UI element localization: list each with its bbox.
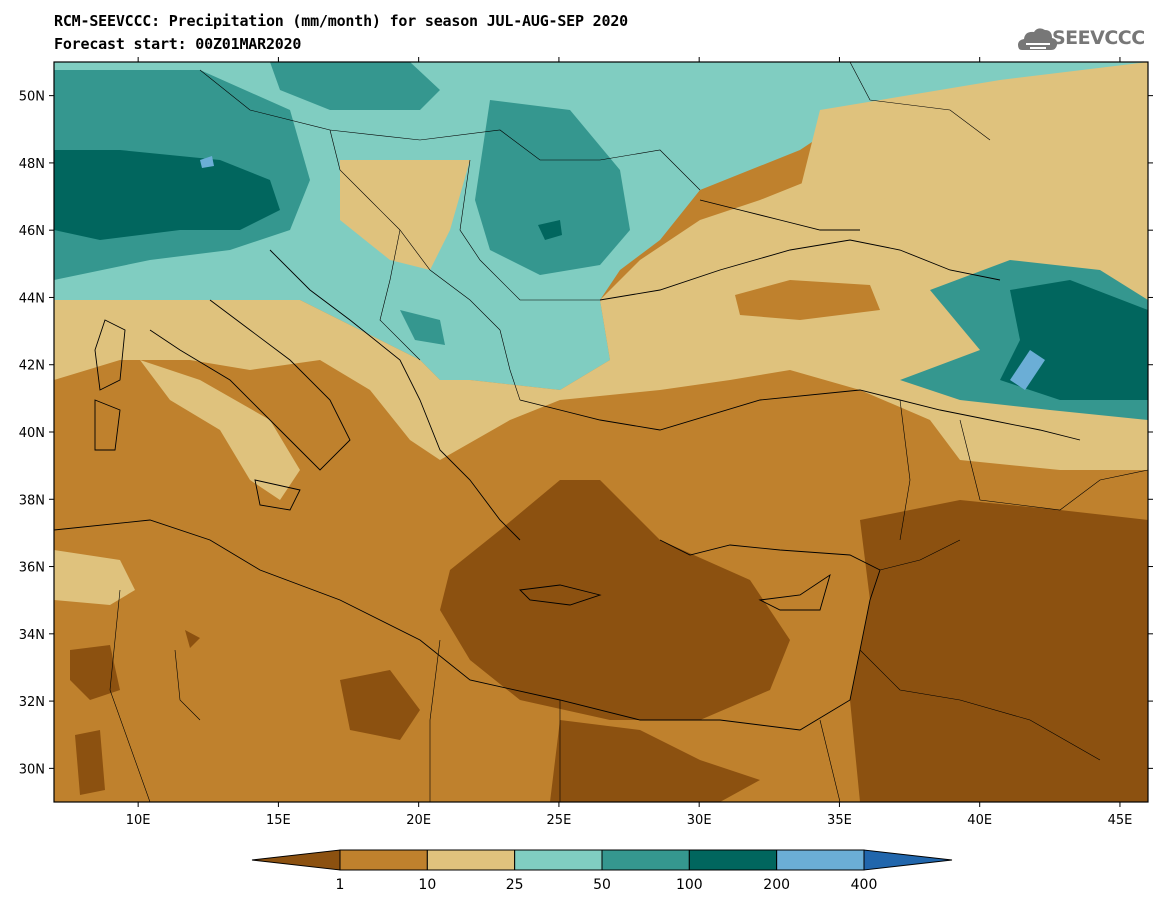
colorbar-swatch — [601, 849, 690, 871]
precip-zone-10-25 — [54, 120, 1148, 470]
lat-label: 32N — [19, 695, 45, 710]
country-borders — [109, 62, 1148, 802]
colorbar-swatch — [688, 849, 778, 871]
lon-label: 45E — [1108, 813, 1133, 828]
colorbar-label: 50 — [593, 877, 611, 893]
lat-label: 44N — [19, 291, 45, 306]
colorbar-label: 10 — [418, 877, 436, 893]
colorbar-label: 200 — [763, 877, 790, 893]
lat-label: 48N — [19, 157, 45, 172]
lat-label: 50N — [19, 90, 45, 105]
longitude-axis: 10E 15E 20E 25E 30E 35E 40E 45E — [126, 57, 1133, 828]
colorbar-swatch — [514, 849, 603, 871]
colorbar-max-arrow — [863, 849, 953, 871]
precip-zone-100-200 — [54, 150, 280, 240]
colorbar-label: 25 — [506, 877, 524, 893]
lat-label: 36N — [19, 561, 45, 576]
colorbar-label: 400 — [851, 877, 878, 893]
precipitation-field — [54, 62, 1148, 802]
colorbar-swatch — [426, 849, 516, 871]
lon-label: 30E — [687, 813, 712, 828]
latitude-axis: 50N 48N 46N 44N 42N 40N 38N 36N 34N 32N 30N — [19, 90, 1153, 777]
lat-label: 34N — [19, 628, 45, 643]
colorbar-label: 100 — [676, 877, 703, 893]
lat-label: 40N — [19, 426, 45, 441]
colorbar-label: 1 — [336, 877, 345, 893]
colorbar: 1 10 25 50 100 200 400 — [251, 849, 953, 893]
lon-label: 20E — [406, 813, 431, 828]
colorbar-min-arrow — [251, 849, 341, 871]
lat-label: 42N — [19, 359, 45, 374]
map-title: RCM-SEEVCCC: Precipitation (mm/month) fo… — [54, 12, 628, 30]
lon-label: 40E — [967, 813, 992, 828]
lon-label: 25E — [547, 813, 572, 828]
lon-label: 35E — [827, 813, 852, 828]
lat-label: 30N — [19, 762, 45, 777]
lon-label: 10E — [126, 813, 151, 828]
forecast-start-label: Forecast start: 00Z01MAR2020 — [54, 35, 302, 53]
colorbar-swatch — [339, 849, 428, 871]
precip-zone-200-400 — [1010, 350, 1045, 390]
colorbar-swatch — [776, 849, 865, 871]
cloud-icon — [1018, 28, 1058, 50]
lat-label: 46N — [19, 224, 45, 239]
lon-label: 15E — [266, 813, 291, 828]
precip-zone-below-1 — [440, 480, 790, 720]
logo-text: SEEVCCC — [1052, 27, 1145, 49]
lat-label: 38N — [19, 493, 45, 508]
coastlines — [54, 199, 1081, 731]
